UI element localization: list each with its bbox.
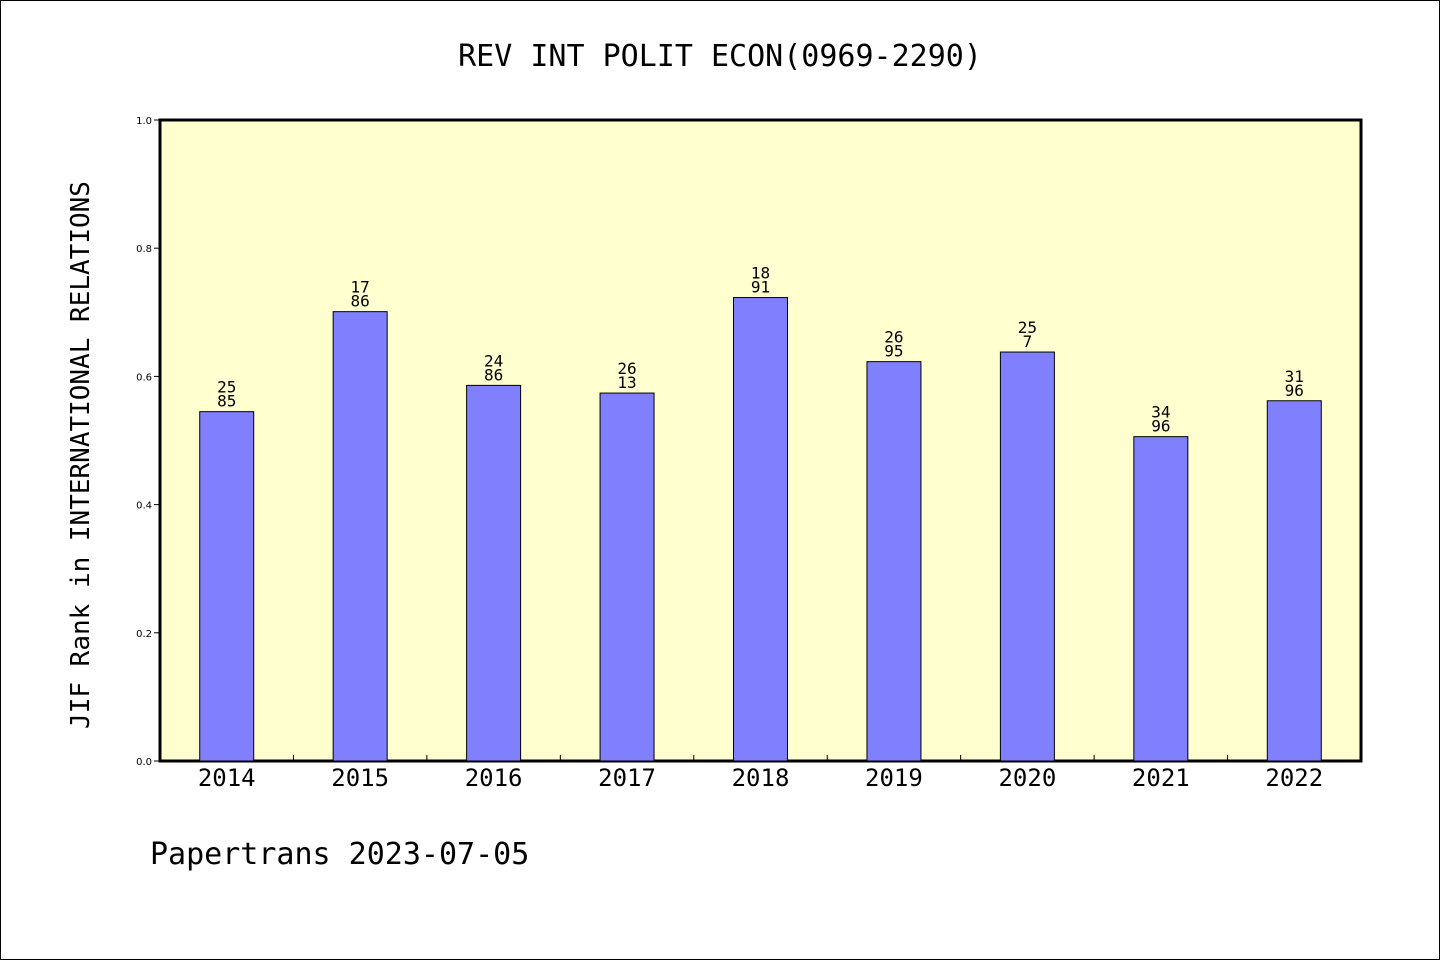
data-label-rank-2022: 31: [1285, 367, 1304, 386]
data-label-rank-2021: 34: [1151, 403, 1170, 422]
x-tick-label-2017: 2017: [598, 764, 656, 792]
x-tick-label-2016: 2016: [465, 764, 523, 792]
data-label-total-2019: 95: [884, 342, 903, 361]
x-tick-label-2019: 2019: [865, 764, 923, 792]
data-label-rank-2019: 26: [884, 328, 903, 347]
y-axis-label: JIF Rank in INTERNATIONAL RELATIONS: [66, 181, 96, 729]
y-tick-label: 0.4: [136, 501, 152, 512]
data-label-total-2015: 86: [351, 292, 370, 311]
bar-2014: [199, 411, 255, 762]
data-label-total-2022: 96: [1285, 381, 1304, 400]
bar-2018: [733, 297, 788, 762]
data-label-rank-2017: 26: [617, 359, 636, 378]
bar-series: [199, 297, 1322, 762]
data-label-total-2017: 13: [617, 373, 636, 392]
bar-2022: [1266, 400, 1322, 762]
data-label-rank-2015: 17: [351, 278, 370, 297]
data-label-total-2014: 85: [217, 392, 236, 411]
footer-credit: Papertrans 2023-07-05: [150, 837, 529, 872]
x-tick-label-2022: 2022: [1265, 764, 1323, 792]
bar-2020: [999, 351, 1055, 762]
x-tick-label-2020: 2020: [998, 764, 1056, 792]
bar-2017: [599, 392, 655, 762]
y-tick-label: 0.8: [136, 244, 152, 255]
bar-2021: [1133, 436, 1189, 762]
data-label-total-2018: 91: [751, 278, 770, 297]
y-axis-ticks: 0.0 0.2 0.4 0.6 0.8 1.0: [136, 116, 160, 768]
y-tick-label: 0.6: [136, 372, 152, 383]
x-tick-label-2021: 2021: [1132, 764, 1190, 792]
bar-2019: [866, 361, 922, 762]
y-tick-label: 1.0: [136, 116, 152, 127]
data-label-total-2021: 96: [1151, 417, 1170, 436]
chart-title: REV INT POLIT ECON(0969-2290): [458, 39, 982, 74]
bar-2016: [466, 384, 522, 762]
y-tick-label: 0.2: [136, 629, 152, 640]
y-tick-label: 0.0: [136, 757, 152, 768]
data-label-rank-2014: 25: [217, 378, 236, 397]
data-label-rank-2018: 18: [751, 264, 770, 283]
data-label-rank-2020: 25: [1018, 318, 1037, 337]
bar-2015: [332, 311, 388, 762]
x-tick-label-2014: 2014: [198, 764, 256, 792]
x-axis-ticks: 2014 2015 2016 2017 2018 2019 2020 2021 2022: [198, 755, 1323, 792]
data-label-total-2016: 86: [484, 365, 503, 384]
x-tick-label-2015: 2015: [331, 764, 389, 792]
x-tick-label-2018: 2018: [732, 764, 790, 792]
data-label-rank-2016: 24: [484, 351, 503, 370]
data-label-total-2020: 7: [1023, 332, 1033, 351]
